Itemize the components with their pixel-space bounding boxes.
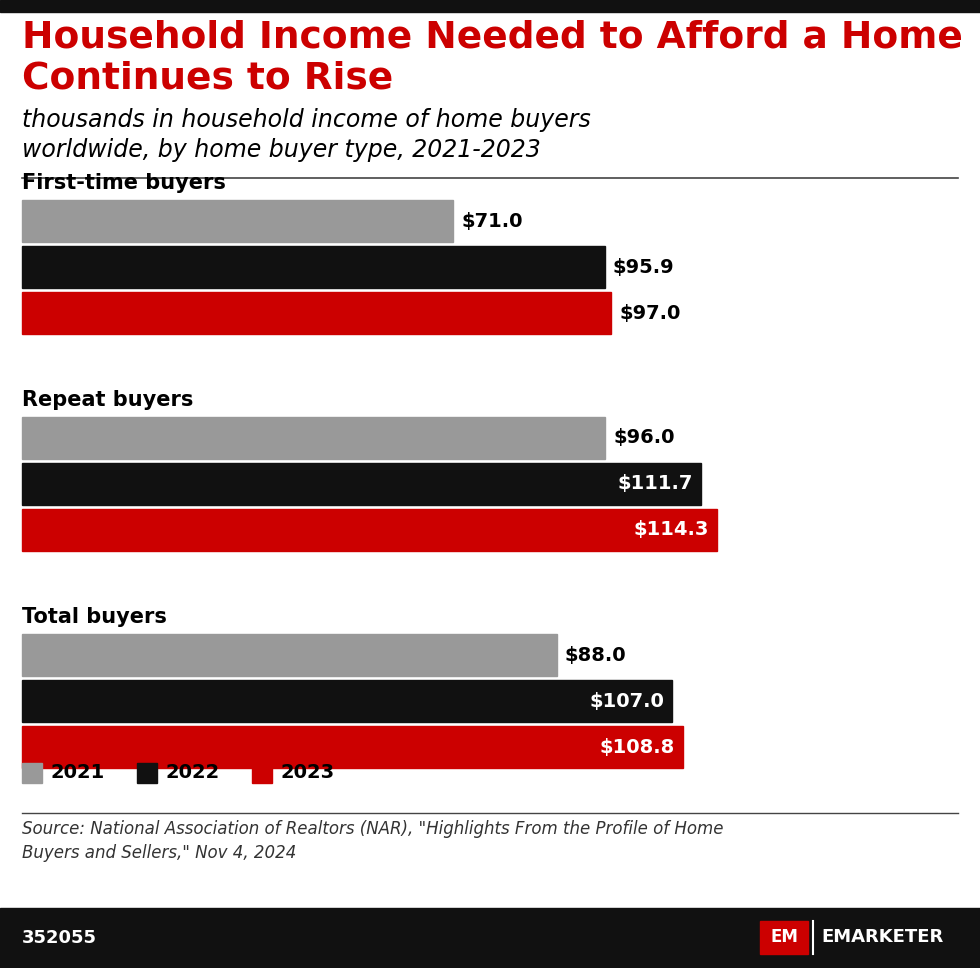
Text: Source: National Association of Realtors (NAR), "Highlights From the Profile of : Source: National Association of Realtors… [22, 820, 723, 862]
Text: 2021: 2021 [50, 764, 104, 782]
Text: $97.0: $97.0 [619, 304, 681, 322]
Text: 2023: 2023 [280, 764, 334, 782]
Bar [22, 680, 672, 722]
Text: First-time buyers: First-time buyers [22, 173, 225, 193]
Text: $114.3: $114.3 [633, 521, 709, 539]
Text: $111.7: $111.7 [617, 474, 693, 494]
Text: $108.8: $108.8 [600, 738, 675, 757]
Bar [22, 509, 716, 551]
Text: 2022: 2022 [165, 764, 220, 782]
Text: $88.0: $88.0 [564, 646, 626, 664]
Bar [22, 292, 612, 334]
Text: EM: EM [770, 928, 798, 947]
Text: Repeat buyers: Repeat buyers [22, 390, 193, 410]
Bar [22, 726, 683, 768]
Bar [0, 0, 980, 12]
Bar [22, 417, 606, 459]
Text: $95.9: $95.9 [612, 257, 674, 277]
Bar [22, 763, 42, 783]
Bar [22, 200, 454, 242]
Bar [252, 763, 272, 783]
Text: Total buyers: Total buyers [22, 607, 167, 627]
Text: $96.0: $96.0 [613, 429, 675, 447]
Text: 352055: 352055 [22, 929, 97, 947]
Text: thousands in household income of home buyers
worldwide, by home buyer type, 2021: thousands in household income of home bu… [22, 108, 591, 162]
Text: Household Income Needed to Afford a Home
Continues to Rise: Household Income Needed to Afford a Home… [22, 20, 963, 96]
Bar [22, 463, 701, 505]
Bar [22, 246, 605, 288]
Text: EMARKETER: EMARKETER [821, 928, 944, 947]
Text: $107.0: $107.0 [589, 691, 664, 711]
Bar [0, 908, 980, 968]
Text: $71.0: $71.0 [462, 211, 523, 230]
Bar [22, 634, 557, 676]
Bar [137, 763, 157, 783]
Bar [760, 921, 808, 954]
